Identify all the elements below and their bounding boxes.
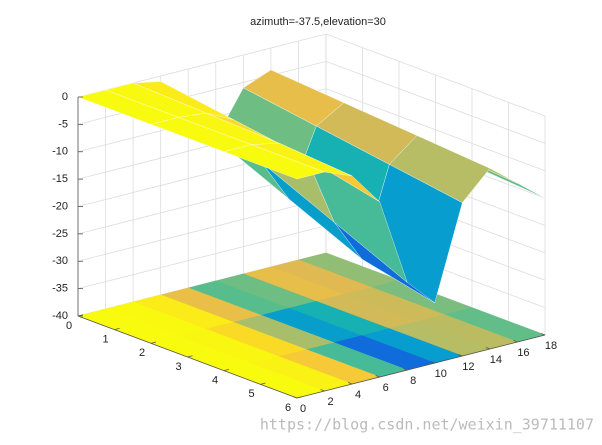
x-tick [150, 341, 157, 344]
z-tick-label: -20 [52, 200, 68, 212]
z-tick-label: -30 [52, 255, 68, 267]
y-tick [458, 354, 463, 357]
z-tick-label: -10 [52, 146, 68, 158]
y-tick [403, 368, 408, 371]
watermark: https://blog.csdn.net/weixin_39711107 [260, 416, 594, 434]
x-tick [187, 355, 193, 358]
y-tick-label: 8 [410, 375, 416, 387]
y-tick-label: 6 [383, 382, 389, 394]
x-tick [114, 327, 120, 331]
z-tick-label: 0 [62, 91, 68, 103]
y-tick-label: 12 [462, 361, 474, 373]
surface-cell [223, 144, 326, 180]
y-tick [375, 375, 380, 378]
y-tick-label: 14 [490, 354, 502, 366]
y-tick-label: 2 [327, 396, 333, 408]
z-tick-label: -5 [58, 118, 68, 130]
y-tick [430, 361, 435, 364]
x-tick-label: 4 [212, 375, 218, 387]
x-tick-label: 5 [248, 388, 254, 400]
y-axis [296, 334, 546, 399]
x-tick-label: 6 [285, 402, 291, 414]
y-tick [292, 396, 298, 399]
y-tick [540, 333, 546, 336]
y-tick [513, 340, 518, 343]
y-tick [320, 389, 325, 392]
x-tick-label: 1 [102, 334, 108, 346]
z-tick-label: -15 [52, 173, 68, 185]
y-tick-label: 16 [517, 347, 529, 359]
z-tick-label: -35 [52, 283, 68, 295]
chart-title: azimuth=-37.5,elevation=30 [250, 16, 386, 28]
y-tick-label: 10 [435, 368, 447, 380]
x-tick [77, 314, 84, 317]
x-tick [223, 368, 230, 372]
y-tick-label: 4 [355, 389, 361, 401]
x-tick [296, 396, 303, 399]
x-tick [260, 382, 266, 385]
y-tick-label: 0 [300, 403, 306, 415]
z-tick-label: -25 [52, 228, 68, 240]
x-tick-label: 3 [175, 361, 181, 373]
z-tick-label: -40 [52, 310, 68, 322]
y-tick-label: 18 [545, 340, 557, 352]
y-tick [347, 382, 353, 385]
y-tick [485, 347, 491, 350]
x-tick-label: 0 [66, 320, 72, 332]
x-tick-label: 2 [139, 347, 145, 359]
